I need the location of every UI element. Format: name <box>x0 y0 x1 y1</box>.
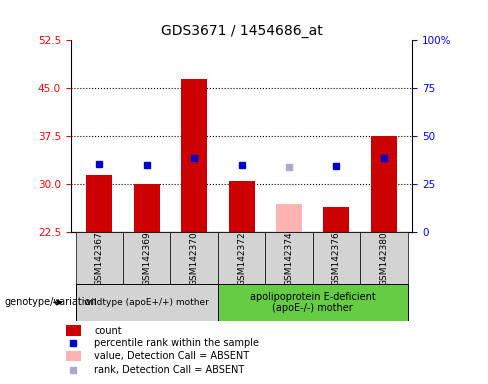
Bar <box>276 204 302 232</box>
Text: GSM142367: GSM142367 <box>95 231 104 286</box>
Bar <box>371 136 397 232</box>
Text: rank, Detection Call = ABSENT: rank, Detection Call = ABSENT <box>94 365 244 375</box>
Bar <box>134 184 160 232</box>
Text: GSM142372: GSM142372 <box>237 231 246 286</box>
Text: GSM142380: GSM142380 <box>379 231 388 286</box>
Bar <box>76 284 218 321</box>
Text: apolipoprotein E-deficient
(apoE-/-) mother: apolipoprotein E-deficient (apoE-/-) mot… <box>250 291 376 313</box>
Bar <box>324 207 349 232</box>
Bar <box>123 232 170 284</box>
Bar <box>228 181 255 232</box>
Text: genotype/variation: genotype/variation <box>5 297 98 308</box>
Bar <box>86 175 112 232</box>
Bar <box>218 284 407 321</box>
Text: value, Detection Call = ABSENT: value, Detection Call = ABSENT <box>94 351 249 361</box>
Bar <box>66 325 81 336</box>
Title: GDS3671 / 1454686_at: GDS3671 / 1454686_at <box>161 24 323 38</box>
Text: count: count <box>94 326 122 336</box>
Text: GSM142369: GSM142369 <box>142 231 151 286</box>
Bar <box>181 79 207 232</box>
Text: GSM142374: GSM142374 <box>285 231 293 286</box>
Text: wildtype (apoE+/+) mother: wildtype (apoE+/+) mother <box>84 298 209 307</box>
Bar <box>360 232 407 284</box>
Bar <box>76 232 123 284</box>
Bar <box>218 232 265 284</box>
Bar <box>265 232 313 284</box>
Bar <box>313 232 360 284</box>
Text: GSM142370: GSM142370 <box>190 231 199 286</box>
Text: percentile rank within the sample: percentile rank within the sample <box>94 338 259 348</box>
Bar <box>66 351 81 361</box>
Text: GSM142376: GSM142376 <box>332 231 341 286</box>
Bar <box>170 232 218 284</box>
